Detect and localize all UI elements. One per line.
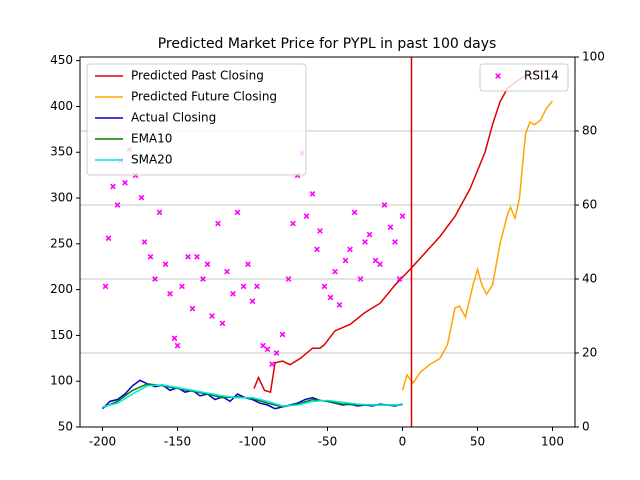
legend-frame <box>86 63 307 176</box>
y2-tick-label: 20 <box>582 346 597 360</box>
chart-title: Predicted Market Price for PYPL in past … <box>158 36 497 52</box>
scatter-point <box>269 361 275 367</box>
x-tick-label: 50 <box>470 435 485 449</box>
scatter-point <box>245 261 251 268</box>
scatter-point <box>372 257 379 264</box>
y-tick-label: 200 <box>50 282 73 296</box>
y2-tick-label: 80 <box>582 124 597 138</box>
scatter-point <box>273 350 280 356</box>
scatter-point <box>264 346 271 353</box>
x-tick-label: 0 <box>399 435 407 449</box>
y2-tick-label: 40 <box>582 272 597 286</box>
scatter-point <box>156 209 163 216</box>
scatter-point <box>399 213 406 219</box>
scatter-point <box>387 224 394 231</box>
scatter-point <box>110 183 116 190</box>
x-tick-label: 100 <box>541 435 564 449</box>
y-tick-label: 250 <box>50 236 73 250</box>
y-tick-label: 150 <box>50 328 73 342</box>
x-tick-label: -50 <box>318 435 338 449</box>
scatter-point <box>309 191 316 197</box>
scatter-point <box>194 253 200 260</box>
line-series <box>253 69 550 394</box>
y-tick-label: 50 <box>58 420 73 434</box>
scatter-point <box>249 298 256 305</box>
scatter-point <box>230 290 236 297</box>
scatter-point <box>321 283 328 290</box>
scatter-point <box>327 294 334 301</box>
scatter-point <box>209 313 215 319</box>
scatter-point <box>189 305 196 312</box>
legend-label: Predicted Past Closing <box>131 69 264 83</box>
scatter-point <box>396 276 403 282</box>
scatter-point <box>240 283 247 290</box>
scatter-point <box>147 253 154 260</box>
scatter-point <box>200 276 206 282</box>
scatter-point <box>347 246 353 253</box>
y2-tick-label: 100 <box>582 50 605 64</box>
legend-label: SMA20 <box>131 153 172 167</box>
legend-label: Actual Closing <box>131 111 216 125</box>
scatter-point <box>254 283 260 290</box>
legend-label: EMA10 <box>131 132 172 146</box>
scatter-point <box>336 302 343 308</box>
x-tick-label: -200 <box>89 435 116 449</box>
legend-swatch <box>495 73 501 79</box>
scatter-point <box>102 283 109 290</box>
scatter-point <box>122 179 128 186</box>
scatter-point <box>152 276 158 282</box>
scatter-point <box>303 213 310 219</box>
scatter-point <box>279 331 286 338</box>
scatter-point <box>174 342 181 349</box>
scatter-point <box>377 261 383 268</box>
scatter-point <box>314 246 320 253</box>
legend-frame <box>479 63 569 92</box>
scatter-point <box>204 261 211 268</box>
x-tick-label: -150 <box>164 435 191 449</box>
plot-frame <box>79 56 576 428</box>
scatter-point <box>342 257 349 264</box>
line-series <box>102 384 403 408</box>
line-series <box>102 383 403 409</box>
scatter-point <box>179 283 185 290</box>
scatter-point <box>381 202 388 208</box>
scatter-point <box>141 239 148 245</box>
scatter-point <box>357 276 364 282</box>
legend-label: Predicted Future Closing <box>131 90 277 104</box>
scatter-point <box>392 239 398 245</box>
scatter-point <box>185 253 191 260</box>
y-tick-label: 300 <box>50 191 73 205</box>
y-tick-label: 350 <box>50 145 73 159</box>
legend-label: RSI14 <box>524 69 559 83</box>
scatter-point <box>215 220 221 227</box>
scatter-point <box>362 239 368 245</box>
scatter-point <box>138 194 145 201</box>
scatter-point <box>219 320 226 327</box>
y2-tick-label: 60 <box>582 198 597 212</box>
y2-tick-label: 0 <box>582 420 590 434</box>
scatter-point <box>351 209 358 216</box>
scatter-point <box>167 290 173 297</box>
line-series <box>401 100 554 391</box>
scatter-point <box>105 235 112 242</box>
scatter-point <box>285 276 292 282</box>
scatter-point <box>260 342 266 349</box>
y-tick-label: 100 <box>50 374 73 388</box>
scatter-point <box>224 268 230 275</box>
scatter-point <box>171 335 178 342</box>
scatter-point <box>234 209 241 216</box>
scatter-point <box>114 202 121 208</box>
scatter-point <box>332 268 338 275</box>
y-tick-label: 450 <box>50 53 73 67</box>
scatter-point <box>162 261 169 268</box>
scatter-point <box>290 220 296 227</box>
y-tick-label: 400 <box>50 99 73 113</box>
scatter-point <box>366 231 373 238</box>
x-tick-label: -100 <box>239 435 266 449</box>
scatter-point <box>317 228 323 234</box>
